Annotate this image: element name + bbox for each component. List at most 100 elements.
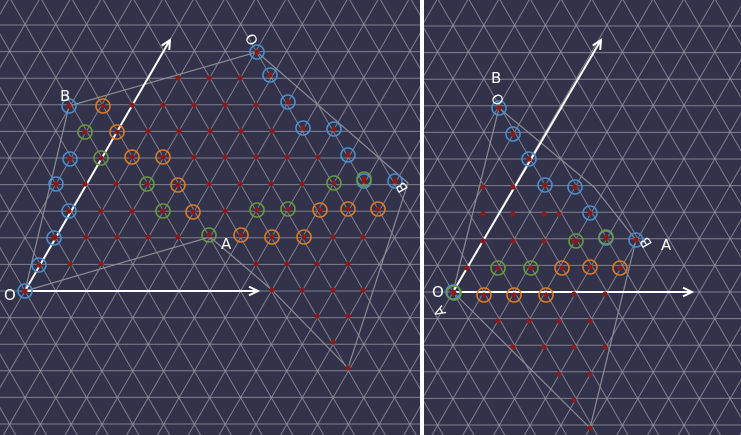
lattice-point xyxy=(206,232,212,238)
highlight-ring xyxy=(612,260,628,276)
lattice-point xyxy=(51,235,57,241)
lattice-point xyxy=(268,181,274,187)
highlight-ring xyxy=(264,229,280,245)
lattice-point xyxy=(144,181,150,187)
lattice-point xyxy=(572,184,578,190)
lattice-point xyxy=(175,182,181,188)
highlight-ring xyxy=(296,229,312,245)
lattice-point xyxy=(314,313,320,319)
lattice-point xyxy=(301,234,307,240)
outline-edge xyxy=(347,182,409,369)
right-origin-label: O xyxy=(432,283,444,301)
highlight-ring xyxy=(582,259,598,275)
lattice-point xyxy=(559,265,565,271)
lattice-point xyxy=(285,206,291,212)
lattice-point xyxy=(602,344,608,350)
lattice-point xyxy=(571,397,577,403)
right-axes xyxy=(452,38,695,298)
lattice-point xyxy=(299,181,305,187)
lattice-point xyxy=(284,154,290,160)
outline-edge xyxy=(24,105,70,292)
lattice-point xyxy=(496,105,502,111)
lattice-point xyxy=(145,234,151,240)
lattice-point xyxy=(191,102,197,108)
lattice-point xyxy=(238,128,244,134)
lattice-point xyxy=(114,129,120,135)
lattice-point xyxy=(83,234,89,240)
lattice-point xyxy=(206,75,212,81)
lattice-point xyxy=(495,318,501,324)
lattice-point xyxy=(480,184,486,190)
highlight-ring xyxy=(523,260,539,276)
highlight-ring xyxy=(490,260,506,276)
right-lattice-points xyxy=(464,184,608,431)
lattice-point xyxy=(541,238,547,244)
lattice-point xyxy=(603,234,609,240)
lattice-point xyxy=(82,181,88,187)
right-rotated-b-label: B xyxy=(637,234,656,250)
lattice-point xyxy=(510,211,516,217)
lattice-point xyxy=(633,237,639,243)
lattice-point xyxy=(254,207,260,213)
highlight-ring xyxy=(233,227,249,243)
left-point-a-label: A xyxy=(221,235,232,253)
right-lattice-diagram: O A B O A B xyxy=(424,0,741,435)
highlight-ring xyxy=(445,284,461,300)
lattice-point xyxy=(541,211,547,217)
lattice-point xyxy=(237,75,243,81)
lattice-point xyxy=(113,181,119,187)
highlight-ring xyxy=(61,98,77,114)
left-lattice-points xyxy=(52,75,366,371)
highlight-ring xyxy=(356,171,372,187)
lattice-point xyxy=(360,234,366,240)
lattice-point xyxy=(331,126,337,132)
lattice-point xyxy=(269,234,275,240)
lattice-point xyxy=(129,208,135,214)
highlight-ring xyxy=(554,260,570,276)
highlight-ring xyxy=(326,175,342,191)
lattice-point xyxy=(543,292,549,298)
lattice-point xyxy=(299,287,305,293)
lattice-point xyxy=(360,287,366,293)
highlight-ring xyxy=(598,229,614,245)
right-point-b-label: B xyxy=(491,69,501,87)
left-y-axis-arrowhead xyxy=(161,38,172,51)
outline-edge xyxy=(24,236,211,292)
lattice-point xyxy=(175,234,181,240)
lattice-point xyxy=(345,206,351,212)
outline-edge xyxy=(209,236,273,291)
lattice-point xyxy=(528,265,534,271)
lattice-point xyxy=(587,210,593,216)
lattice-point xyxy=(510,131,516,137)
highlight-ring xyxy=(77,124,93,140)
outline-edge xyxy=(68,51,258,107)
lattice-point xyxy=(129,102,135,108)
highlight-ring xyxy=(567,179,583,195)
lattice-point xyxy=(587,371,593,377)
highlight-ring xyxy=(537,177,553,193)
highlight-ring xyxy=(538,287,554,303)
lattice-point xyxy=(82,129,88,135)
grid-line xyxy=(561,0,741,312)
highlight-ring xyxy=(387,173,403,189)
grid-line xyxy=(530,0,741,366)
highlight-ring xyxy=(249,202,265,218)
lattice-point xyxy=(464,265,470,271)
panel-divider xyxy=(420,0,424,435)
lattice-point xyxy=(238,232,244,238)
highlight-ring xyxy=(262,67,278,83)
lattice-point xyxy=(129,154,135,160)
lattice-point xyxy=(556,318,562,324)
lattice-point xyxy=(510,184,516,190)
lattice-point xyxy=(573,238,579,244)
outline-edge xyxy=(498,107,595,188)
lattice-point xyxy=(98,208,104,214)
highlight-ring xyxy=(521,151,537,167)
highlight-ring xyxy=(17,283,33,299)
lattice-point xyxy=(176,128,182,134)
highlight-ring xyxy=(155,149,171,165)
lattice-point xyxy=(331,180,337,186)
highlight-ring xyxy=(568,233,584,249)
left-outline-polygon xyxy=(24,51,409,369)
lattice-point xyxy=(317,207,323,213)
